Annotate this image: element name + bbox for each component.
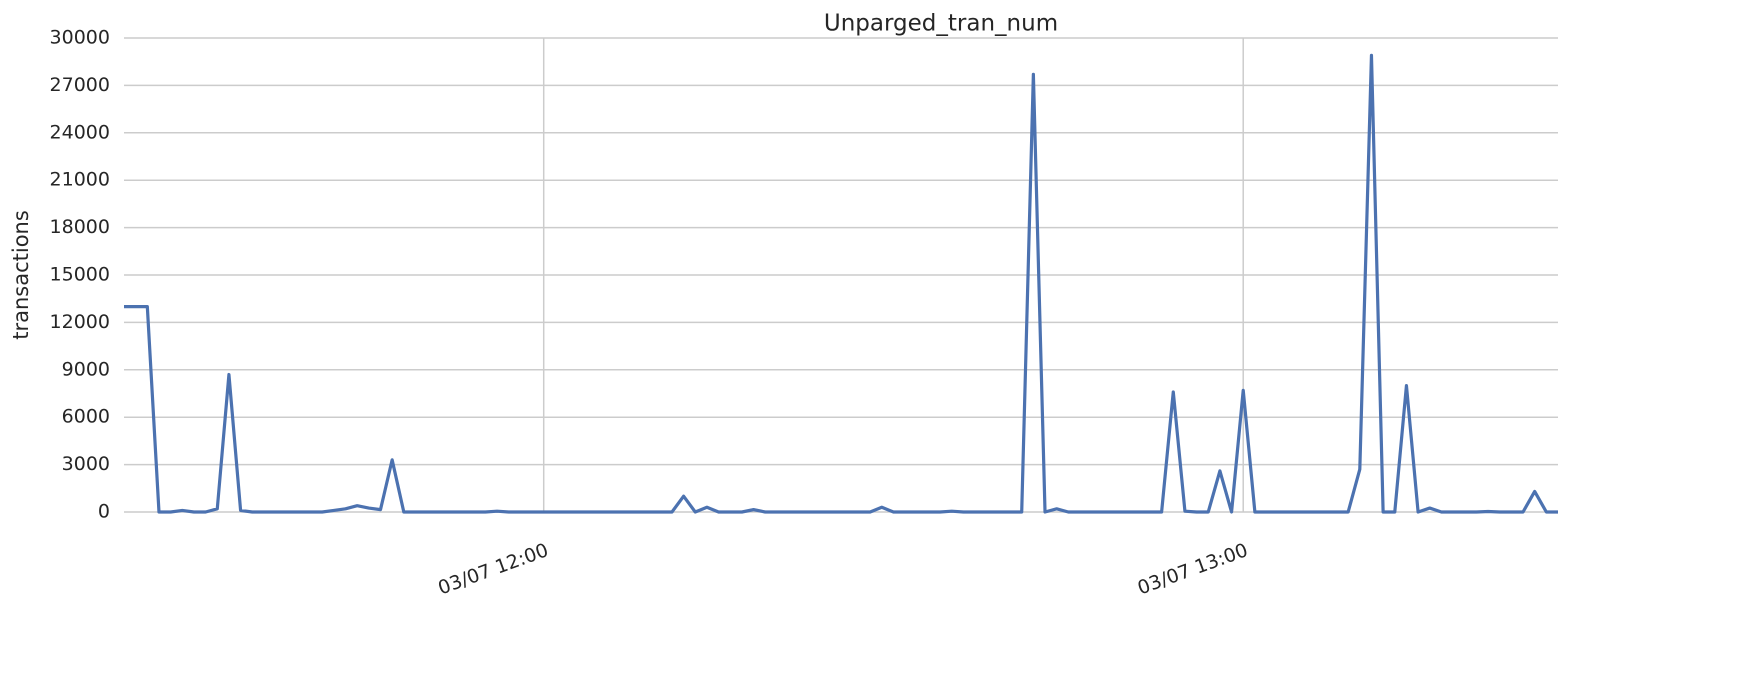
y-tick-label: 3000 [62,453,110,475]
y-tick-label: 0 [98,501,110,523]
y-tick-label: 12000 [50,311,110,333]
y-tick-label: 30000 [50,27,110,49]
y-tick-label: 15000 [50,264,110,286]
y-axis-label: transactions [9,210,33,340]
x-tick-label: 03/07 13:00 [1135,539,1251,599]
y-tick-label: 24000 [50,121,110,143]
y-tick-label: 18000 [50,216,110,238]
x-tick-label: 03/07 12:00 [435,539,551,599]
chart-title: Unparged_tran_num [824,11,1058,37]
y-tick-label: 9000 [62,358,110,380]
y-tick-label: 21000 [50,169,110,191]
line-series [124,53,1558,514]
y-tick-label: 27000 [50,74,110,96]
y-tick-label: 6000 [62,406,110,428]
